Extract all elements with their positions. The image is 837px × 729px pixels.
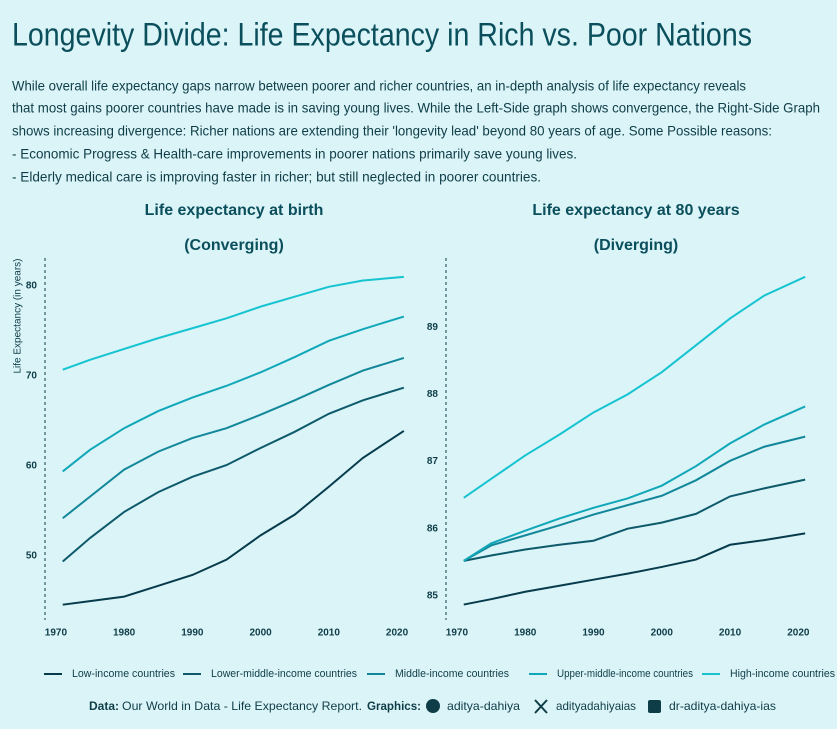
subtitle: While overall life expectancy gaps narro… — [12, 78, 820, 185]
caption-handle: dr-aditya-dahiya-ias — [669, 699, 776, 713]
page-title: Longevity Divide: Life Expectancy in Ric… — [12, 16, 752, 52]
y-tick-label: 85 — [427, 590, 439, 601]
x-tick-label: 2020 — [386, 628, 409, 639]
y-tick-label: 87 — [427, 456, 439, 467]
x-tick-label: 2000 — [651, 628, 674, 639]
subtitle-line: shows increasing divergence: Richer nati… — [12, 123, 772, 139]
y-tick-label: 89 — [427, 322, 439, 333]
x-tick-label: 1970 — [446, 628, 469, 639]
x-tick-label: 2000 — [249, 628, 272, 639]
series-line — [463, 405, 806, 562]
legend-label: High-income countries — [730, 668, 835, 680]
legend-label: Middle-income countries — [395, 668, 509, 680]
x-tick-label: 2010 — [719, 628, 742, 639]
x-tick-label: 1990 — [181, 628, 204, 639]
caption-text: Our World in Data - Life Expectancy Repo… — [122, 699, 362, 713]
x-tick-label: 2020 — [787, 628, 810, 639]
series-line — [463, 478, 806, 562]
series-line — [463, 275, 806, 499]
subtitle-line: - Elderly medical care is improving fast… — [12, 169, 541, 185]
x-tick-label: 1980 — [113, 628, 136, 639]
series-line — [62, 430, 405, 606]
series-line — [463, 435, 806, 562]
panel-subtitle: (Converging) — [184, 237, 284, 254]
x-tick-label: 1990 — [582, 628, 605, 639]
subtitle-line: - Economic Progress & Health-care improv… — [12, 146, 577, 162]
x-tick-label: 1980 — [514, 628, 537, 639]
panel-title: Life expectancy at 80 years — [532, 202, 739, 219]
subtitle-line: that most gains poorer countries have ma… — [12, 100, 820, 116]
y-axis-label: Life Expectancy (in years) — [13, 258, 24, 373]
x-tick-label: 2010 — [318, 628, 341, 639]
y-tick-label: 86 — [427, 523, 439, 534]
caption-label: Data: — [89, 699, 119, 713]
x-tick-label: 1970 — [45, 628, 68, 639]
y-tick-label: 50 — [26, 551, 38, 562]
series-line — [62, 315, 405, 473]
legend-label: Upper-middle-income countries — [557, 668, 693, 680]
legend-label: Low-income countries — [72, 668, 175, 680]
series-line — [463, 532, 806, 606]
y-tick-label: 80 — [26, 281, 38, 292]
caption-label: Graphics: — [367, 699, 421, 713]
series-line — [62, 357, 405, 520]
panel-title: Life expectancy at birth — [145, 202, 324, 219]
series-line — [62, 386, 405, 563]
subtitle-line: While overall life expectancy gaps narro… — [12, 78, 746, 94]
caption-handle: aditya-dahiya — [447, 699, 520, 713]
legend-label: Lower-middle-income countries — [211, 668, 357, 680]
x-icon — [534, 699, 548, 714]
caption: Data: Our World in Data - Life Expectanc… — [89, 699, 776, 714]
y-tick-label: 60 — [26, 461, 38, 472]
panel-subtitle: (Diverging) — [594, 237, 678, 254]
caption-handle: adityadahiyaias — [556, 699, 636, 713]
linkedin-icon — [648, 700, 661, 713]
series-line — [62, 275, 404, 371]
y-tick-label: 70 — [26, 371, 38, 382]
github-icon — [426, 699, 440, 713]
y-tick-label: 88 — [427, 389, 439, 400]
